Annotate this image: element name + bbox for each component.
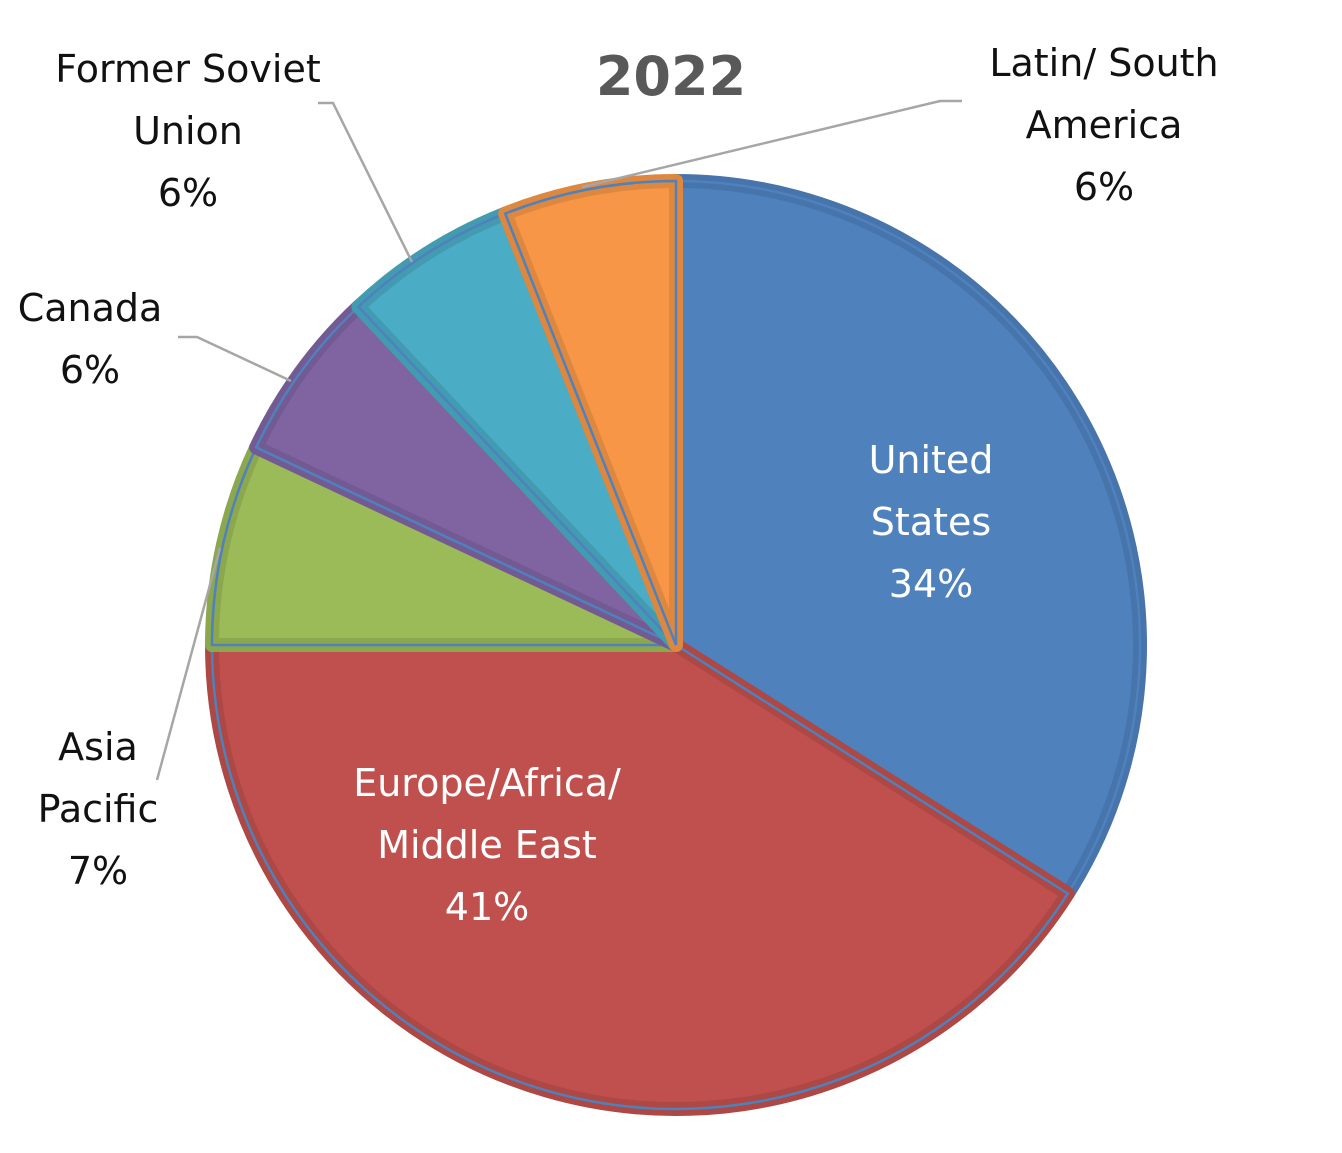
pie-slice-outline-europe-africa-middle-east [210, 643, 1070, 1111]
slice-label-latin-south-america: Latin/ South America 6% [989, 41, 1218, 209]
slice-name-line: America [1026, 103, 1183, 147]
leader-line-latin-south-america [581, 99, 962, 189]
slice-labels-layer: United States 34% Europe/Africa/Middle East… [18, 41, 1219, 929]
slice-name-line: States [871, 500, 991, 544]
slice-percent-label: 7% [68, 849, 128, 893]
slice-name-line: Former Soviet [55, 47, 321, 91]
pie-slice-outline-united-states [674, 179, 1142, 896]
leader-line-canada [178, 335, 292, 383]
leader-lines-layer [155, 99, 962, 781]
slice-label-asia-pacific: Asia Pacific 7% [38, 725, 159, 893]
slice-label-former-soviet-union: Former Soviet Union 6% [55, 47, 321, 215]
slice-percent-label: 34% [889, 562, 973, 606]
slice-percent-label: 6% [1074, 165, 1134, 209]
leader-line-asia-pacific [155, 547, 222, 781]
slice-name-line: Asia [58, 725, 138, 769]
slice-name-line: Pacific [38, 787, 159, 831]
slices-layer [205, 174, 1147, 1116]
slice-name-line: Latin/ South [989, 41, 1218, 85]
pie-slice-outline-asia-pacific [210, 445, 677, 647]
pie-slice-outline-latin-south-america [503, 179, 678, 646]
slice-name-line: Union [133, 109, 243, 153]
slice-label-united-states: United States 34% [869, 438, 994, 606]
slice-label-europe-africa-middle-east: Europe/Africa/Middle East 41% [353, 761, 621, 929]
slice-percent-label: 41% [445, 885, 529, 929]
slice-name-line: Canada [18, 286, 163, 330]
leader-line-former-soviet-union [318, 101, 414, 263]
slice-name-line: Europe/Africa/ [353, 761, 621, 805]
slice-name-line: United [869, 438, 994, 482]
slice-percent-label: 6% [60, 348, 120, 392]
slice-name-line: Middle East [377, 823, 597, 867]
slice-label-canada: Canada 6% [18, 286, 163, 392]
slice-percent-label: 6% [158, 171, 218, 215]
chart-title: 2022 [596, 45, 746, 108]
